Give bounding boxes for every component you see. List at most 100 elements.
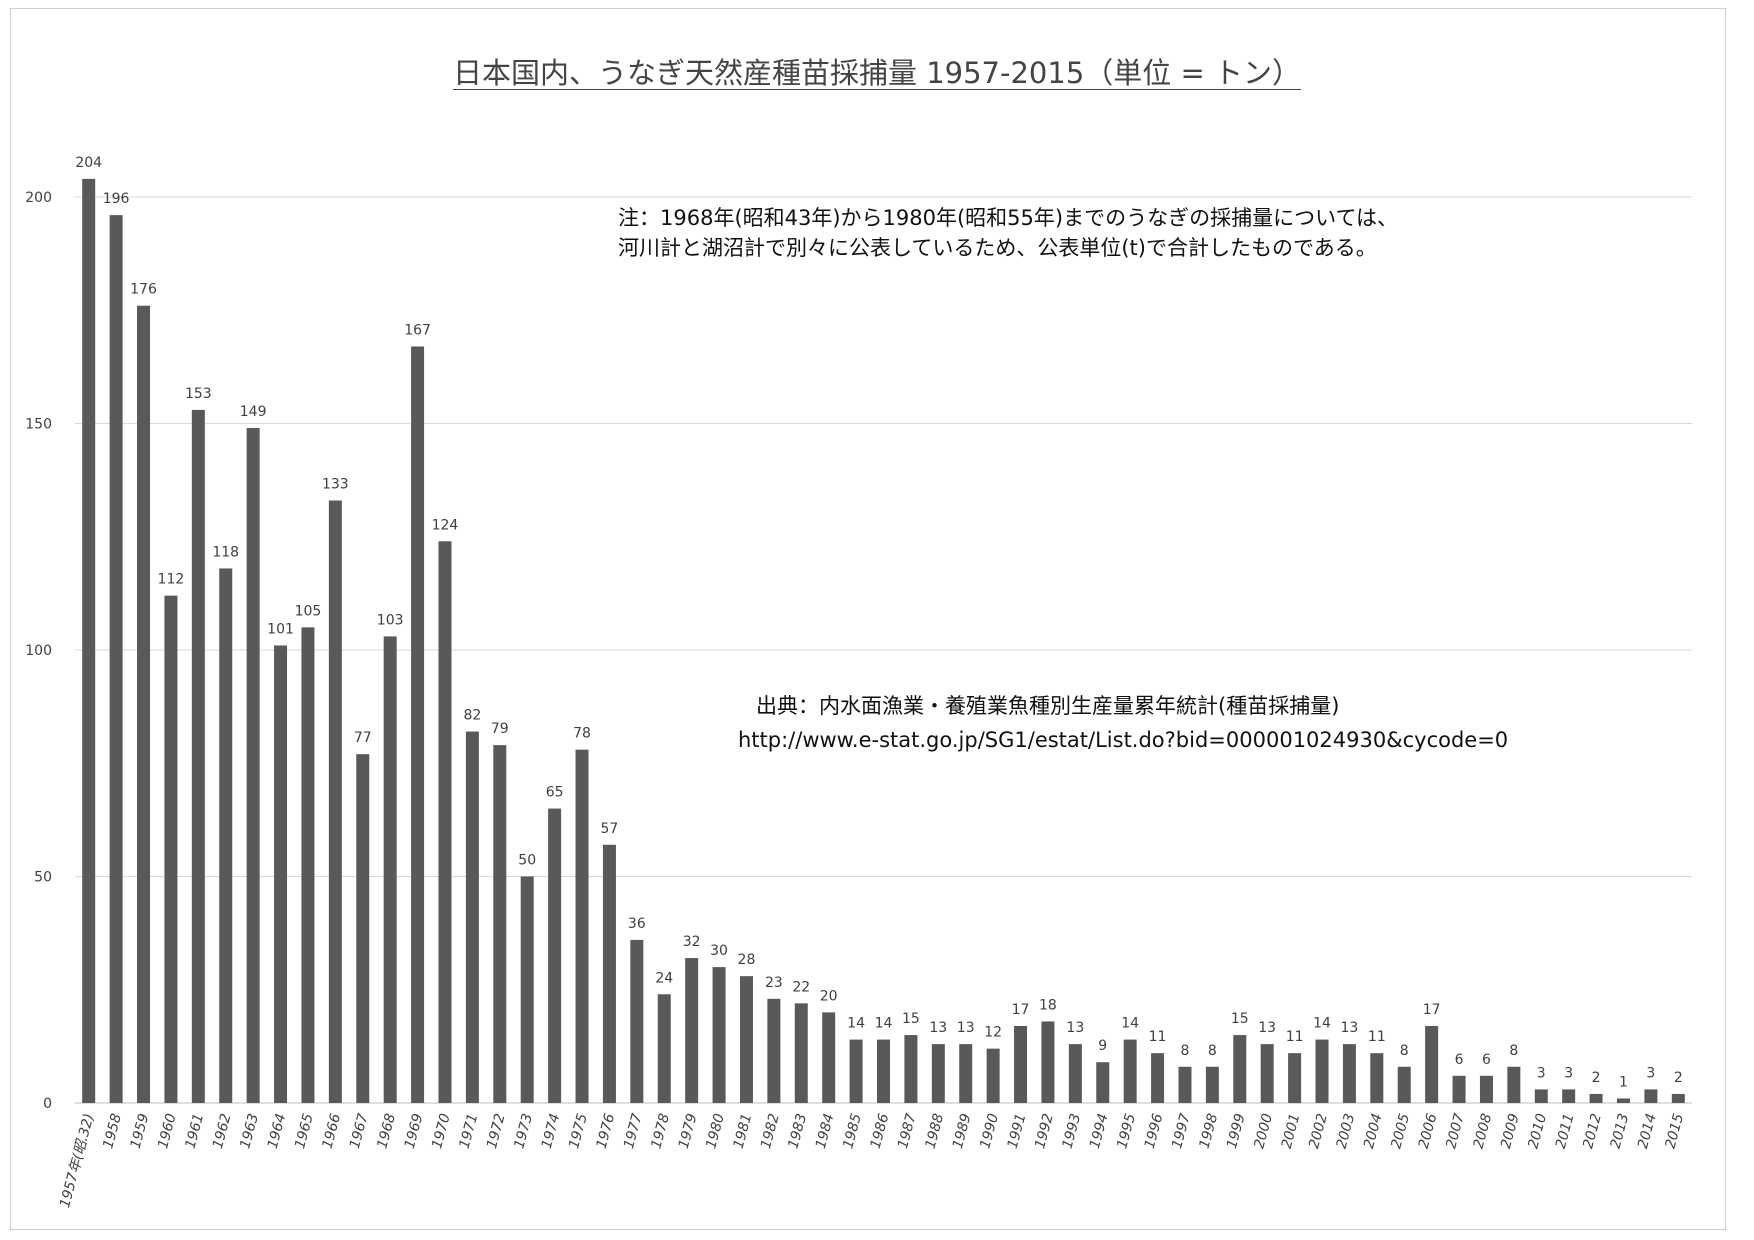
x-tick-label: 1997 — [1169, 1112, 1194, 1151]
data-label: 82 — [463, 708, 481, 724]
data-label: 20 — [820, 988, 838, 1004]
data-label: 11 — [1149, 1029, 1167, 1045]
x-tick-label: 1957年(昭.32) — [57, 1112, 98, 1210]
data-label: 8 — [1181, 1043, 1190, 1059]
data-label: 17 — [1012, 1002, 1030, 1018]
x-tick-label: 1979 — [676, 1112, 701, 1151]
bar — [657, 994, 671, 1103]
x-tick-label: 1971 — [457, 1112, 482, 1151]
y-axis-ticks: 0 50 100 150 200 — [25, 190, 52, 1112]
data-label: 103 — [377, 612, 404, 628]
bar — [1288, 1053, 1302, 1103]
data-label: 77 — [354, 730, 372, 746]
x-tick-label: 1959 — [128, 1112, 153, 1151]
x-tick-label: 1999 — [1224, 1112, 1249, 1151]
data-label: 2 — [1674, 1070, 1683, 1086]
x-tick-label: 1983 — [785, 1112, 810, 1151]
bar — [1370, 1053, 1384, 1103]
bar — [1616, 1098, 1630, 1103]
bar — [931, 1044, 945, 1103]
x-tick-label: 2002 — [1306, 1112, 1331, 1151]
data-label: 167 — [404, 322, 431, 338]
bar — [1123, 1039, 1137, 1103]
data-label: 204 — [75, 155, 102, 171]
bar — [1507, 1066, 1521, 1103]
data-label: 14 — [1313, 1016, 1331, 1032]
y-tick-label: 0 — [43, 1096, 52, 1112]
x-tick-label: 1982 — [758, 1112, 783, 1151]
x-tick-label: 1978 — [648, 1112, 673, 1151]
data-label: 57 — [601, 821, 619, 837]
bar — [986, 1048, 1000, 1103]
data-label: 14 — [875, 1016, 893, 1032]
bar — [328, 500, 342, 1103]
data-label: 124 — [432, 517, 459, 533]
x-tick-label: 1984 — [813, 1112, 838, 1151]
data-label: 13 — [929, 1020, 947, 1036]
x-tick-label: 1974 — [539, 1112, 564, 1151]
x-tick-label: 2013 — [1608, 1112, 1633, 1151]
data-label: 78 — [573, 726, 591, 742]
x-tick-label: 1990 — [977, 1112, 1002, 1151]
bar — [1562, 1089, 1576, 1103]
data-label: 112 — [158, 572, 185, 588]
x-tick-label: 2004 — [1361, 1112, 1386, 1151]
x-tick-label: 1976 — [594, 1112, 619, 1151]
x-tick-label: 2007 — [1443, 1112, 1468, 1151]
chart-title: 日本国内、うなぎ天然産種苗採捕量 1957-2015（単位 = トン） — [452, 56, 1302, 90]
data-label: 13 — [957, 1020, 975, 1036]
x-tick-label: 1987 — [895, 1112, 920, 1151]
data-label: 14 — [847, 1016, 865, 1032]
data-label: 50 — [518, 853, 536, 869]
bar — [1315, 1039, 1329, 1103]
data-label: 11 — [1368, 1029, 1386, 1045]
bar — [438, 541, 452, 1103]
data-label: 8 — [1509, 1043, 1518, 1059]
x-tick-label: 1996 — [1142, 1112, 1167, 1151]
x-tick-label: 1969 — [402, 1112, 427, 1151]
bar — [1644, 1089, 1658, 1103]
bar — [739, 976, 753, 1103]
y-tick-label: 200 — [25, 190, 52, 206]
x-tick-label: 1975 — [566, 1112, 591, 1151]
x-tick-label: 2014 — [1635, 1112, 1660, 1151]
x-axis-ticks: 1957年(昭.32) 1958 1959 1960 1961 1962 1963 1964 1… — [57, 1112, 1687, 1210]
x-tick-label: 2009 — [1498, 1112, 1523, 1151]
bar — [630, 939, 644, 1103]
x-tick-label: 1968 — [374, 1112, 399, 1151]
data-label: 133 — [322, 477, 349, 493]
data-label: 2 — [1592, 1070, 1601, 1086]
data-label: 18 — [1039, 997, 1057, 1013]
bar — [1479, 1075, 1493, 1103]
y-tick-label: 100 — [25, 643, 52, 659]
x-tick-label: 2000 — [1251, 1112, 1276, 1151]
x-tick-label: 2001 — [1279, 1112, 1304, 1151]
bar — [1534, 1089, 1548, 1103]
bar — [1260, 1044, 1274, 1103]
data-label: 11 — [1286, 1029, 1304, 1045]
data-label: 13 — [1066, 1020, 1084, 1036]
bars — [82, 178, 1685, 1104]
data-label: 8 — [1208, 1043, 1217, 1059]
x-tick-label: 1989 — [950, 1112, 975, 1151]
bar — [465, 731, 479, 1103]
bar — [849, 1039, 863, 1103]
data-label: 118 — [212, 544, 239, 560]
x-tick-label: 2003 — [1334, 1112, 1359, 1151]
x-tick-label: 1972 — [484, 1112, 509, 1151]
data-label: 176 — [130, 282, 157, 298]
x-tick-label: 1992 — [1032, 1112, 1057, 1151]
bar — [219, 568, 233, 1103]
bar — [794, 1003, 808, 1103]
bar — [602, 844, 616, 1103]
y-tick-label: 150 — [25, 417, 52, 433]
x-tick-label: 1981 — [731, 1112, 756, 1151]
data-label: 1 — [1619, 1074, 1628, 1090]
data-label: 24 — [655, 970, 673, 986]
bar — [493, 745, 507, 1103]
x-tick-label: 1964 — [265, 1112, 290, 1151]
data-label: 3 — [1646, 1065, 1655, 1081]
x-tick-label: 1961 — [183, 1112, 208, 1151]
bar — [904, 1035, 918, 1103]
